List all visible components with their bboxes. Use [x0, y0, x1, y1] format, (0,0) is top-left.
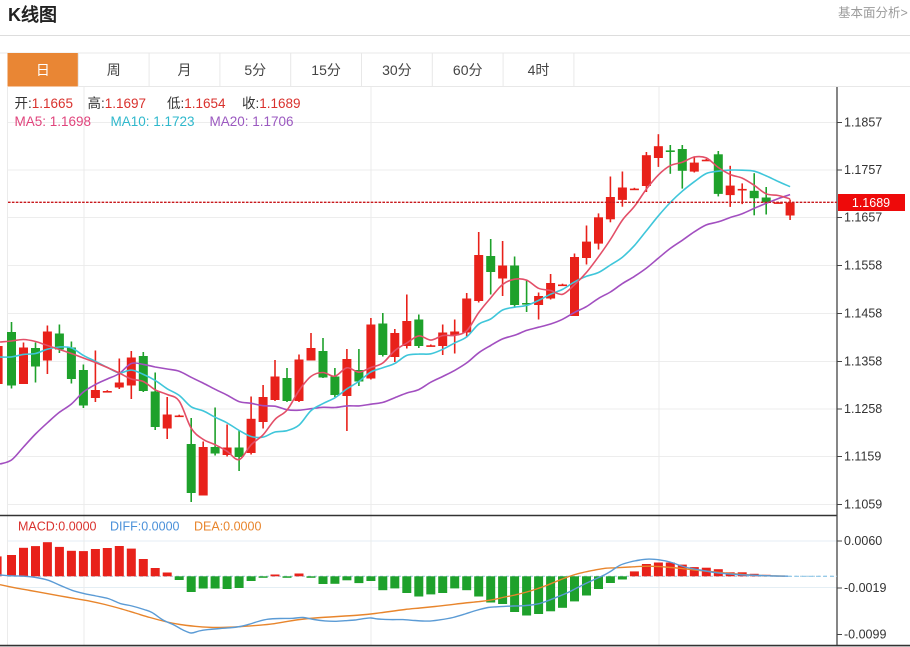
svg-text:MA20: 1.1706: MA20: 1.1706 — [210, 114, 294, 129]
svg-text:0.0060: 0.0060 — [844, 534, 882, 548]
svg-text:MA10: 1.1723: MA10: 1.1723 — [111, 114, 195, 129]
svg-text:1.1857: 1.1857 — [844, 116, 882, 130]
svg-text:1.1657: 1.1657 — [844, 211, 882, 225]
svg-text:低:1.1654: 低:1.1654 — [167, 96, 226, 111]
svg-text:日: 日 — [36, 62, 50, 78]
svg-text:基本面分析>: 基本面分析> — [838, 6, 908, 20]
svg-text:周: 周 — [107, 62, 121, 78]
svg-text:15分: 15分 — [311, 62, 341, 78]
svg-text:-0.0099: -0.0099 — [844, 628, 886, 642]
svg-text:开:1.1665: 开:1.1665 — [15, 96, 74, 111]
svg-text:1.1059: 1.1059 — [844, 498, 882, 512]
svg-text:1.1258: 1.1258 — [844, 402, 882, 416]
svg-text:5分: 5分 — [244, 62, 266, 78]
svg-text:1.1757: 1.1757 — [844, 163, 882, 177]
svg-text:K线图: K线图 — [8, 4, 57, 25]
svg-text:1.1159: 1.1159 — [844, 450, 881, 464]
svg-text:30分: 30分 — [382, 62, 412, 78]
svg-text:4时: 4时 — [528, 62, 550, 78]
svg-text:DEA:0.0000: DEA:0.0000 — [194, 520, 261, 534]
svg-text:60分: 60分 — [453, 62, 483, 78]
svg-text:1.1558: 1.1558 — [844, 259, 882, 273]
svg-text:高:1.1697: 高:1.1697 — [88, 95, 147, 111]
svg-text:1.1358: 1.1358 — [844, 355, 882, 369]
svg-text:-0.0019: -0.0019 — [844, 581, 886, 595]
svg-text:MACD:0.0000: MACD:0.0000 — [18, 520, 97, 534]
svg-text:DIFF:0.0000: DIFF:0.0000 — [110, 520, 180, 534]
svg-text:月: 月 — [178, 62, 192, 78]
svg-text:1.1458: 1.1458 — [844, 307, 882, 321]
svg-text:收:1.1689: 收:1.1689 — [242, 96, 301, 111]
svg-text:1.1689: 1.1689 — [852, 196, 890, 210]
svg-text:MA5: 1.1698: MA5: 1.1698 — [15, 114, 92, 129]
